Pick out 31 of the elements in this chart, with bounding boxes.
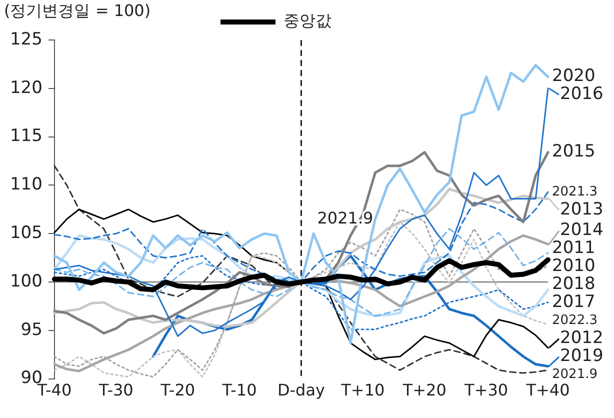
x-tick-label: T-20 bbox=[160, 380, 196, 400]
x-tick-label: T+10 bbox=[340, 380, 385, 400]
series-label: 2010 bbox=[552, 256, 596, 276]
legend-label: 2019 bbox=[560, 346, 604, 366]
y-tick-label: 100 bbox=[10, 271, 42, 292]
y-tick-label: 125 bbox=[10, 29, 42, 50]
y-tick-label: 110 bbox=[10, 174, 42, 195]
series-label: 2020 bbox=[552, 66, 596, 86]
series-label: 2018 bbox=[552, 274, 596, 294]
series-label: 2011 bbox=[552, 238, 596, 258]
x-tick-label: T+40 bbox=[525, 380, 570, 400]
series-label: 2017 bbox=[552, 292, 596, 312]
y-tick-label: 95 bbox=[20, 320, 42, 340]
series-label: 2015 bbox=[552, 142, 596, 162]
y-axis-title: (정기변경일 = 100) bbox=[4, 1, 151, 20]
legend-label: 2012 bbox=[560, 328, 604, 348]
series-label: 2021.9 bbox=[552, 367, 598, 382]
series-label: 2021.3 bbox=[552, 184, 598, 200]
legend-label: 2013 bbox=[560, 199, 604, 220]
x-tick-label: T+20 bbox=[402, 380, 446, 400]
legend-label: 2016 bbox=[560, 84, 604, 104]
legend-label: 2014 bbox=[560, 220, 604, 240]
legend-label: 중앙값 bbox=[284, 11, 332, 30]
y-tick-label: 115 bbox=[10, 126, 42, 146]
x-tick-label: T-10 bbox=[221, 380, 257, 400]
x-tick-label: T-30 bbox=[98, 380, 134, 400]
series-label: 2022.3 bbox=[552, 313, 598, 328]
y-tick-label: 120 bbox=[10, 78, 42, 98]
y-tick-label: 105 bbox=[10, 223, 42, 244]
x-tick-label: D-day bbox=[277, 380, 325, 400]
x-tick-label: T+30 bbox=[464, 380, 508, 400]
